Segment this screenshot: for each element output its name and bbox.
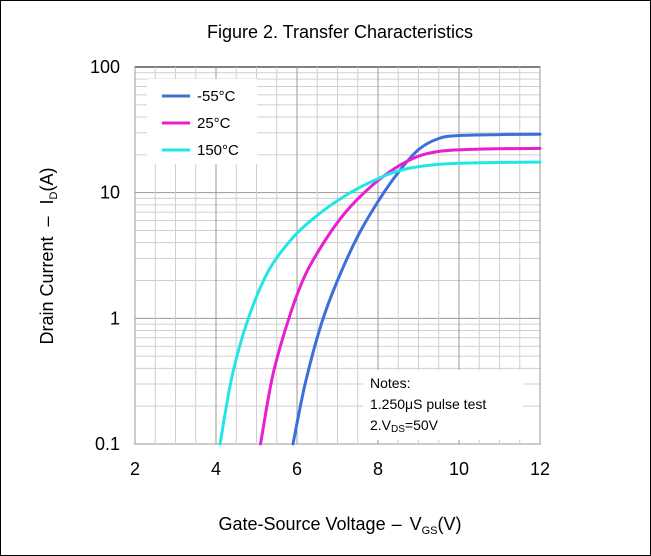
- y-tick-label: 0.1: [95, 434, 120, 454]
- legend-label: 25°C: [197, 115, 231, 132]
- x-tick-label: 6: [292, 459, 302, 479]
- notes-heading: Notes:: [370, 375, 410, 391]
- x-axis-label: Gate-Source Voltage – VGS(V): [218, 514, 461, 537]
- series-group: [218, 132, 542, 446]
- series-line-3: [218, 160, 542, 446]
- notes-box: [363, 370, 523, 440]
- legend: -55°C 25°C 150°C: [147, 79, 257, 164]
- y-tick-label: 1: [110, 308, 120, 328]
- notes-line-2: 2.VDS=50V: [370, 417, 439, 435]
- y-tick-label: 10: [100, 183, 120, 203]
- notes-annotation: Notes: 1.250μS pulse test 2.VDS=50V: [363, 370, 523, 440]
- x-tick-label: 8: [373, 459, 383, 479]
- x-tick-label: 4: [211, 459, 221, 479]
- series-line-1: [291, 132, 542, 446]
- x-tick-label: 10: [449, 459, 469, 479]
- legend-label: 150°C: [197, 142, 239, 159]
- notes-line-1: 1.250μS pulse test: [370, 396, 486, 412]
- y-tick-label: 100: [90, 57, 120, 77]
- tick-labels: 2 4 6 8 10 12 0.1 1 10 100: [90, 57, 550, 479]
- legend-label: -55°C: [197, 88, 236, 105]
- chart-title: Figure 2. Transfer Characteristics: [207, 22, 473, 42]
- y-axis-label: Drain Current–ID(A): [37, 167, 60, 344]
- x-tick-label: 2: [130, 459, 140, 479]
- series-line-2: [259, 146, 542, 446]
- x-tick-label: 12: [530, 459, 550, 479]
